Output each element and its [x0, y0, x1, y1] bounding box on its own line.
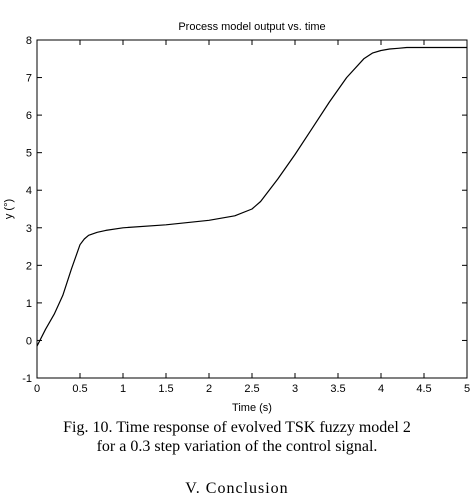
caption-line-2: for a 0.3 step variation of the control … — [96, 438, 378, 455]
y-axis-label: y (°) — [3, 199, 15, 219]
series-layer — [36, 46, 467, 347]
x-tick-label: 2 — [206, 383, 212, 395]
y-tick-label: 2 — [26, 260, 32, 272]
x-tick-label: 1.5 — [158, 383, 173, 395]
y-tick-label: 5 — [26, 148, 32, 160]
line-chart: Process model output vs. time 0 0.5 1 1.5 2 2… — [3, 21, 470, 414]
x-tick-label: 0 — [34, 383, 40, 395]
chart-title: Process model output vs. time — [178, 21, 325, 33]
x-tick-label: 4 — [378, 383, 384, 395]
y-tick-label: 1 — [26, 298, 32, 310]
caption-line-1: Fig. 10. Time response of evolved TSK fu… — [63, 419, 411, 436]
section-heading: V. Conclusion — [185, 480, 289, 497]
x-tick-label: 3.5 — [330, 383, 345, 395]
y-tick-label: 6 — [26, 110, 32, 122]
x-tick-label: 2.5 — [244, 383, 259, 395]
x-tick-label: 0.5 — [72, 383, 87, 395]
y-tick-label: -1 — [22, 373, 32, 385]
series-line — [36, 46, 467, 347]
y-tick-label: 0 — [26, 335, 32, 347]
x-axis-ticks: 0 0.5 1 1.5 2 2.5 3 3.5 4 4.5 5 — [34, 40, 470, 395]
x-tick-label: 5 — [464, 383, 470, 395]
y-tick-label: 3 — [26, 223, 32, 235]
x-tick-label: 1 — [120, 383, 126, 395]
y-tick-label: 8 — [26, 35, 32, 47]
y-tick-label: 4 — [26, 185, 32, 197]
y-axis-ticks: -1 0 1 2 3 4 5 6 7 8 — [22, 35, 467, 385]
figure-caption: Fig. 10. Time response of evolved TSK fu… — [0, 418, 474, 456]
x-tick-label: 4.5 — [416, 383, 431, 395]
y-tick-label: 7 — [26, 73, 32, 85]
x-axis-label: Time (s) — [232, 402, 272, 414]
x-tick-label: 3 — [292, 383, 298, 395]
